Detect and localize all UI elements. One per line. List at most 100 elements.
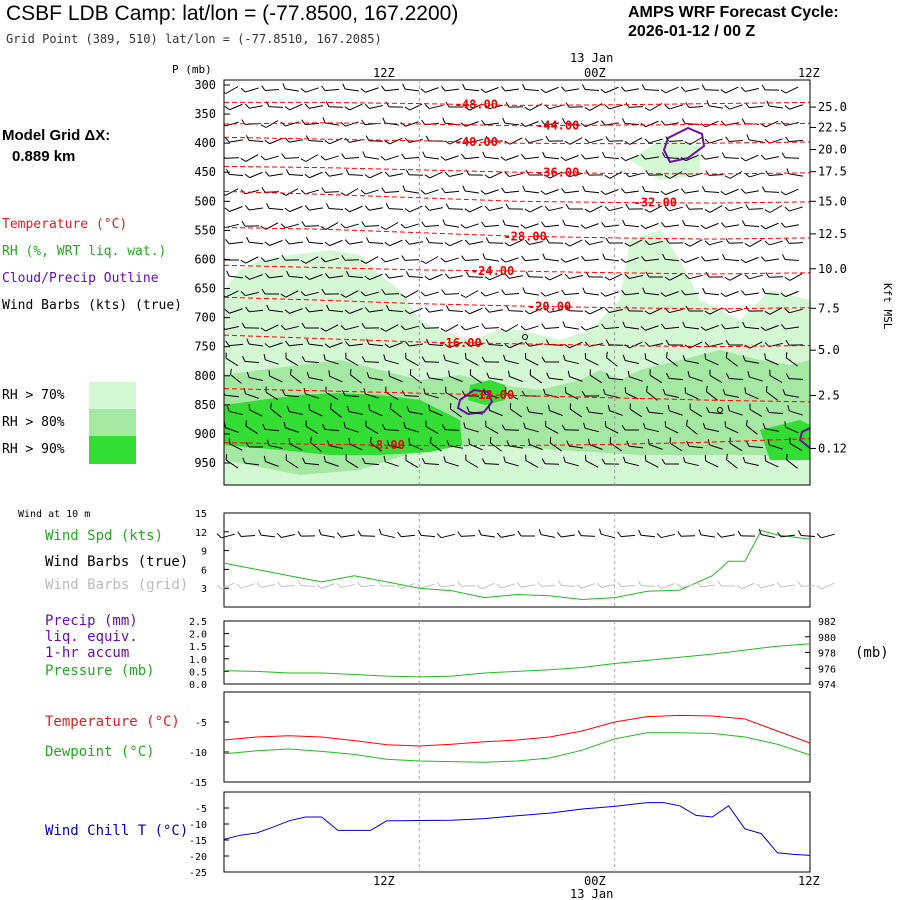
p-tick-label-5: 550 (194, 223, 216, 237)
barb-flag (344, 137, 350, 143)
barb-shaft (425, 426, 439, 434)
barb-shaft (605, 122, 619, 126)
barb-flag (386, 304, 390, 311)
barb-flag (624, 242, 631, 247)
barb-shaft (609, 171, 623, 179)
barb-shaft (465, 427, 479, 433)
barb-flag (400, 325, 406, 331)
barb-shaft (285, 427, 299, 433)
barb-shaft (425, 393, 439, 399)
wind-barb-301 (440, 257, 459, 263)
barb-shaft (684, 326, 700, 330)
wind-barb-219 (544, 206, 563, 212)
barb-flag (649, 369, 651, 376)
barb-flag (481, 356, 486, 363)
barb-flag (664, 104, 670, 110)
barb-shaft (589, 205, 603, 213)
wind-barb-307 (560, 257, 579, 263)
barb-flag (689, 403, 691, 410)
wind-barb-422 (541, 323, 560, 329)
date-label-bottom: 13 Jan (570, 887, 613, 900)
p-tick-label-7: 650 (194, 282, 216, 296)
wind-barb-140 (700, 154, 719, 160)
barb-flag (780, 89, 786, 94)
wind-barb-429 (682, 321, 700, 330)
wind-barb-268 (365, 237, 384, 244)
wind-barb-331 (465, 271, 484, 278)
barb-flag (765, 272, 770, 278)
grid-barb-shaft (781, 584, 795, 588)
wind-barb-289 (785, 238, 804, 244)
barb-shaft (545, 86, 559, 94)
barb-flag (604, 420, 607, 427)
barb-flag (644, 240, 650, 246)
grid-barb-shaft (821, 582, 835, 590)
barb-flag (684, 141, 691, 145)
wind-barb-58 (224, 121, 239, 127)
wind-barb-224 (644, 205, 663, 213)
barb-shaft (350, 374, 362, 384)
barb-flag (581, 154, 586, 160)
wind-barb-482 (584, 353, 599, 366)
wind-barb-410 (301, 322, 319, 329)
barb-flag (445, 305, 450, 311)
barb-shaft (285, 325, 299, 331)
barb-shaft (489, 207, 503, 211)
true-barb-flag (378, 528, 382, 535)
barb-flag (605, 339, 610, 345)
true-barb-6 (336, 532, 355, 538)
barb-flag (324, 343, 330, 348)
wind-barb-363 (522, 287, 539, 296)
model-grid-value: 0.889 km (12, 148, 76, 165)
wind-barb-38 (404, 103, 423, 111)
wind-barb-262 (246, 236, 264, 245)
true-barb-shaft (240, 535, 256, 537)
wind-barb-329 (424, 273, 443, 281)
barb-shaft (469, 343, 483, 347)
barb-shaft (288, 174, 304, 176)
barb-flag (464, 239, 470, 245)
wind-barb-121 (320, 155, 339, 161)
barb-shaft (509, 376, 523, 382)
true-barb-26 (737, 530, 756, 537)
barb-flag (405, 271, 410, 277)
wind-barb-256 (700, 222, 719, 230)
barb-shaft (569, 376, 583, 382)
barb-flag (500, 257, 506, 263)
wind-barb-153 (384, 171, 403, 177)
wind-barb-85 (760, 120, 779, 128)
grid-barb-19 (596, 582, 615, 588)
barb-flag (384, 343, 390, 348)
barb-flag (365, 307, 370, 313)
wind-barb-312 (662, 253, 680, 262)
wind-barb-310 (620, 257, 639, 263)
barb-flag (264, 343, 270, 348)
barb-flag (685, 305, 690, 312)
barb-shaft (529, 205, 543, 213)
wind-barb-200 (740, 188, 759, 194)
barb-flag (224, 389, 226, 396)
grid-barb-flag (377, 580, 382, 587)
barb-shaft (544, 156, 560, 160)
wind-barb-304 (500, 257, 519, 263)
wind-barb-167 (664, 171, 683, 179)
grid-barb-shaft (601, 584, 615, 588)
barb-flag (381, 424, 386, 430)
barb-shaft (249, 171, 263, 179)
p-tick-label-11: 850 (194, 398, 216, 412)
wind-barb-118 (260, 155, 279, 161)
wind-barb-25 (720, 86, 739, 94)
barb-flag (583, 422, 586, 429)
barb-flag (420, 88, 426, 93)
barb-flag (525, 271, 530, 277)
true-barb-flag (538, 529, 542, 535)
barb-shaft (265, 324, 279, 332)
wind-barb-418 (460, 325, 479, 331)
temperature-contour-labels: -48.00-44.00-40.00-36.00-32.00-28.00-24.… (369, 98, 677, 453)
wind-barb-81 (681, 118, 700, 125)
barb-flag (481, 323, 486, 329)
wind-barb-170 (724, 171, 743, 179)
wind-barb-308 (581, 255, 600, 262)
barb-flag (361, 356, 366, 362)
wind-barb-594 (501, 424, 520, 431)
